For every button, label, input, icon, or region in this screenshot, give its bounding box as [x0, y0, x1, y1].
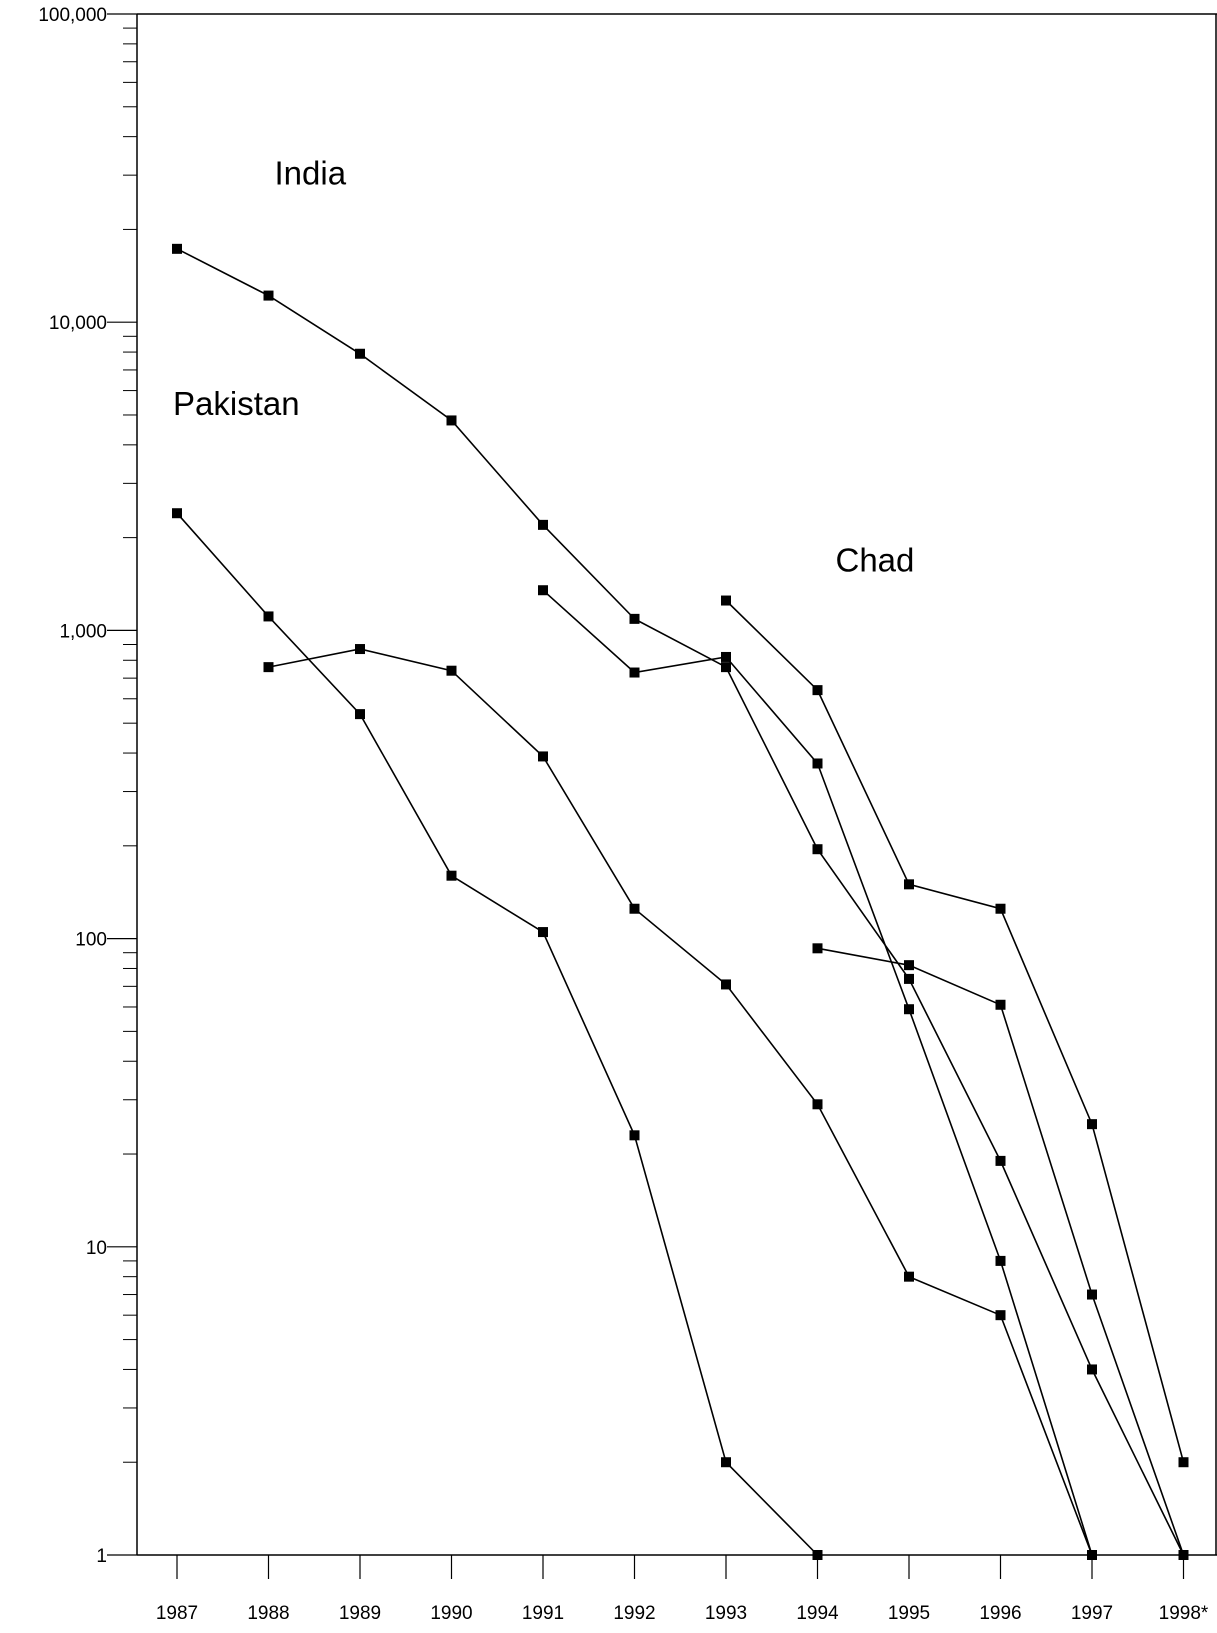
- y-tick-label: 10: [86, 1238, 107, 1259]
- y-tick-label: 1: [96, 1546, 107, 1567]
- x-tick-label: 1989: [339, 1603, 381, 1624]
- series-group: [172, 243, 1189, 1560]
- axes: [107, 13, 1217, 1579]
- data-point-marker: [446, 870, 457, 881]
- x-tick-label: 1994: [796, 1603, 839, 1624]
- series-1: [172, 243, 1189, 1560]
- data-point-marker: [446, 665, 457, 676]
- series-5: [721, 595, 1189, 1468]
- x-tick-label: 1996: [979, 1603, 1021, 1624]
- data-point-marker: [904, 1004, 914, 1015]
- x-tick-label: 1991: [522, 1603, 564, 1624]
- data-point-marker: [812, 685, 823, 696]
- series-3: [263, 644, 1097, 1560]
- data-point-marker: [1087, 1289, 1097, 1300]
- data-point-marker: [446, 415, 457, 426]
- data-point-marker: [904, 973, 914, 984]
- data-point-marker: [721, 651, 731, 662]
- annotations: India Pakistan Chad: [173, 154, 914, 578]
- data-point-marker: [1087, 1364, 1097, 1375]
- data-point-marker: [904, 879, 914, 890]
- x-tick-label: 1997: [1071, 1603, 1113, 1624]
- data-point-marker: [995, 999, 1006, 1010]
- series-4: [538, 585, 1097, 1560]
- data-point-marker: [995, 1255, 1006, 1266]
- data-point-marker: [629, 903, 640, 914]
- series-line: [817, 947, 1185, 1556]
- data-point-marker: [721, 1457, 731, 1468]
- series-6: [812, 943, 1189, 1560]
- data-point-marker: [812, 758, 823, 769]
- data-point-marker: [721, 979, 731, 990]
- data-point-marker: [812, 943, 823, 954]
- data-point-marker: [1178, 1457, 1189, 1468]
- y-tick-label: 100,000: [38, 5, 107, 26]
- data-point-marker: [995, 1310, 1006, 1321]
- annotation-label: Pakistan: [173, 385, 300, 422]
- data-point-marker: [355, 644, 365, 655]
- y-tick-label: 10,000: [49, 313, 107, 334]
- series-2: [172, 508, 823, 1560]
- x-tick-label: 1998*: [1159, 1603, 1209, 1624]
- data-point-marker: [1178, 1550, 1189, 1560]
- data-point-marker: [721, 662, 731, 673]
- data-point-marker: [1087, 1550, 1097, 1560]
- data-point-marker: [812, 844, 823, 855]
- tick-labels: 1 10 100 1,000 10,000 100,000 1987 1988 1989 1990…: [38, 5, 1209, 1624]
- data-point-marker: [538, 751, 548, 762]
- series-line: [176, 512, 819, 1556]
- data-point-marker: [355, 709, 365, 720]
- data-point-marker: [812, 1099, 823, 1110]
- data-point-marker: [629, 667, 640, 678]
- data-point-marker: [995, 903, 1006, 914]
- x-tick-label: 1987: [156, 1603, 198, 1624]
- x-tick-label: 1993: [705, 1603, 747, 1624]
- data-point-marker: [263, 662, 274, 673]
- data-point-marker: [721, 595, 731, 606]
- series-line: [268, 648, 1093, 1556]
- x-tick-label: 1992: [613, 1603, 655, 1624]
- annotation-label: Chad: [836, 542, 915, 579]
- x-tick-label: 1988: [247, 1603, 289, 1624]
- y-tick-label: 100: [75, 930, 107, 951]
- y-tick-label: 1,000: [59, 621, 107, 642]
- data-point-marker: [172, 508, 182, 519]
- data-point-marker: [538, 927, 548, 938]
- data-point-marker: [538, 519, 548, 530]
- x-tick-label: 1995: [888, 1603, 930, 1624]
- annotation-label: India: [275, 154, 347, 191]
- data-point-marker: [263, 611, 274, 622]
- data-point-marker: [355, 348, 365, 359]
- data-point-marker: [904, 960, 914, 971]
- data-point-marker: [538, 585, 548, 596]
- data-point-marker: [263, 290, 274, 301]
- data-point-marker: [172, 243, 182, 254]
- data-point-marker: [629, 613, 640, 624]
- data-point-marker: [995, 1155, 1006, 1166]
- series-line: [725, 599, 1185, 1463]
- data-point-marker: [904, 1271, 914, 1282]
- x-tick-label: 1990: [430, 1603, 472, 1624]
- series-line: [542, 589, 1093, 1556]
- series-line: [176, 248, 1185, 1556]
- data-point-marker: [629, 1130, 640, 1141]
- data-point-marker: [1087, 1119, 1097, 1130]
- data-point-marker: [812, 1550, 823, 1560]
